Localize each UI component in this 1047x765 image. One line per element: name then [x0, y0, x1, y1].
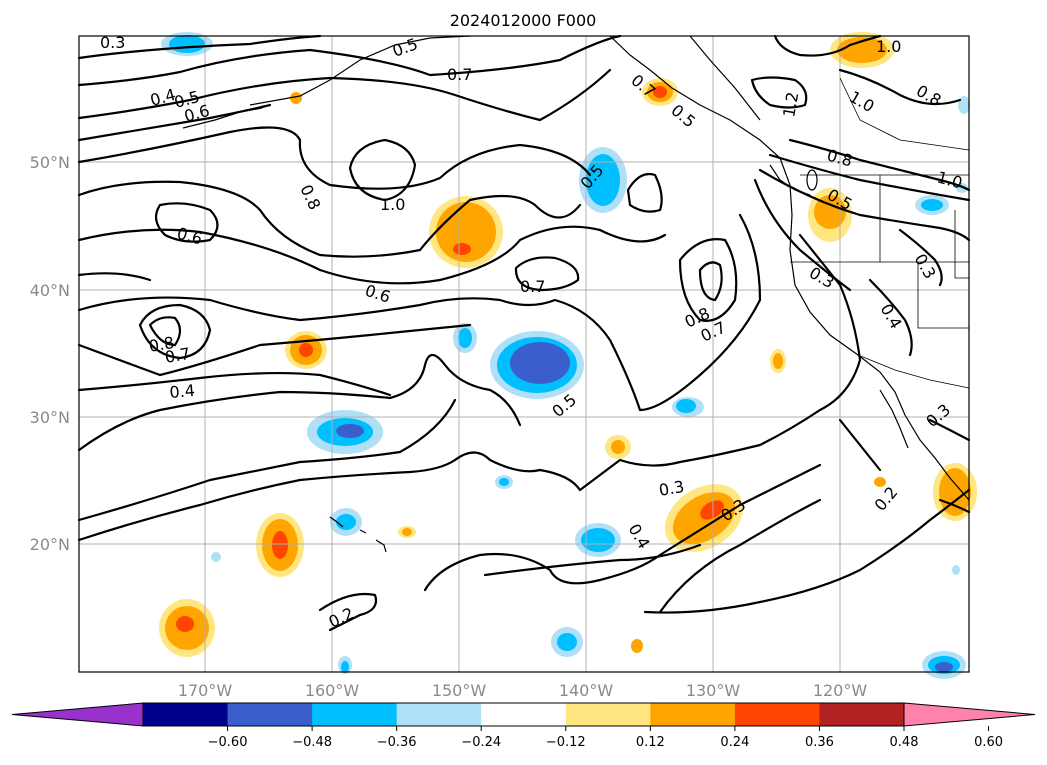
- anomaly-patch: [581, 528, 615, 552]
- colorbar-segment: [227, 703, 313, 726]
- anomaly-patch: [837, 37, 887, 63]
- anomaly-patch: [336, 514, 356, 530]
- colorbar-segment: [396, 703, 482, 726]
- anomaly-patch: [874, 477, 886, 487]
- anomaly-patch: [510, 342, 570, 384]
- anomaly-patch: [557, 633, 577, 651]
- anomaly-patch: [586, 154, 620, 206]
- lat-label: 30°N: [30, 408, 70, 427]
- anomaly-patch: [499, 478, 509, 486]
- anomaly-patch: [290, 92, 302, 104]
- colorbar-segment: [650, 703, 736, 726]
- colorbar-tick-label: 0.24: [720, 735, 749, 750]
- colorbar: −0.60 −0.48 −0.36 −0.24 −0.12 0.12 0.24 0.36 0.4…: [11, 702, 1036, 750]
- anomaly-patch: [272, 531, 288, 559]
- lat-label: 20°N: [30, 535, 70, 554]
- latitude-labels: 50°N 40°N 30°N 20°N: [30, 153, 70, 554]
- lon-label: 130°W: [686, 681, 741, 700]
- anomaly-patch: [299, 343, 313, 357]
- colorbar-tick-label: −0.48: [292, 735, 332, 750]
- contour-label: 1.2: [779, 90, 802, 118]
- colorbar-segment: [143, 703, 229, 726]
- contour-label: 0.7: [520, 277, 545, 296]
- anomaly-patch: [631, 639, 643, 653]
- anomaly-patch: [453, 243, 471, 255]
- contour-label: 1.0: [876, 37, 901, 56]
- colorbar-tick-label: 0.36: [805, 735, 834, 750]
- anomaly-patch: [958, 96, 970, 114]
- anomaly-patch: [176, 616, 194, 632]
- contour-label: 0.3: [100, 33, 125, 52]
- anomaly-patch: [653, 86, 667, 98]
- contour-label: 0.7: [447, 65, 472, 84]
- anomaly-patch: [773, 353, 783, 369]
- colorbar-extend-high: [903, 702, 1036, 727]
- colorbar-tick-label: −0.36: [377, 735, 417, 750]
- anomaly-patch: [935, 662, 953, 672]
- lat-label: 40°N: [30, 281, 70, 300]
- anomaly-patch: [458, 328, 472, 348]
- contour-label: 0.4: [169, 381, 196, 402]
- lat-label: 50°N: [30, 153, 70, 172]
- colorbar-tick-label: −0.24: [461, 735, 501, 750]
- anomaly-patch: [169, 35, 205, 53]
- anomaly-patch: [939, 468, 971, 516]
- colorbar-segment: [819, 703, 905, 726]
- anomaly-patch: [952, 565, 960, 575]
- anomaly-patch: [336, 424, 364, 438]
- anomaly-patch: [814, 195, 846, 229]
- anomaly-patch: [700, 500, 724, 520]
- lon-label: 120°W: [813, 681, 868, 700]
- anomaly-patch: [402, 528, 412, 536]
- contour-label: 0.7: [163, 344, 191, 367]
- map-frame: [78, 35, 970, 673]
- anomaly-patch: [921, 199, 943, 211]
- anomaly-patch: [676, 399, 696, 413]
- colorbar-tick-label: −0.12: [546, 735, 586, 750]
- lon-label: 150°W: [432, 681, 487, 700]
- colorbar-segment: [312, 703, 398, 726]
- coastlines: [182, 35, 970, 553]
- longitude-labels: 170°W 160°W 150°W 140°W 130°W 120°W: [178, 681, 868, 700]
- contour-label: 0.3: [657, 477, 685, 500]
- contour-label: 0.8: [147, 333, 175, 356]
- contour-label: 1.0: [380, 195, 405, 214]
- anomaly-patch: [211, 552, 221, 562]
- figure-title: 2024012000 F000: [450, 11, 597, 30]
- anomaly-patch: [611, 440, 625, 454]
- colorbar-segment: [565, 703, 651, 726]
- colorbar-tick-label: 0.12: [636, 735, 665, 750]
- colorbar-segment: [481, 703, 567, 726]
- colorbar-segment: [734, 703, 820, 726]
- colorbar-tick-label: −0.60: [208, 735, 248, 750]
- lon-label: 160°W: [305, 681, 360, 700]
- colorbar-extend-low: [11, 702, 144, 727]
- anomaly-patch: [341, 661, 349, 673]
- colorbar-tick-label: 0.48: [890, 735, 919, 750]
- colorbar-tick-label: 0.60: [974, 735, 1003, 750]
- contour-lines: [77, 34, 971, 632]
- lon-label: 170°W: [178, 681, 233, 700]
- map-gridlines: [79, 36, 969, 672]
- lon-label: 140°W: [559, 681, 614, 700]
- colorbar-border: [142, 702, 905, 727]
